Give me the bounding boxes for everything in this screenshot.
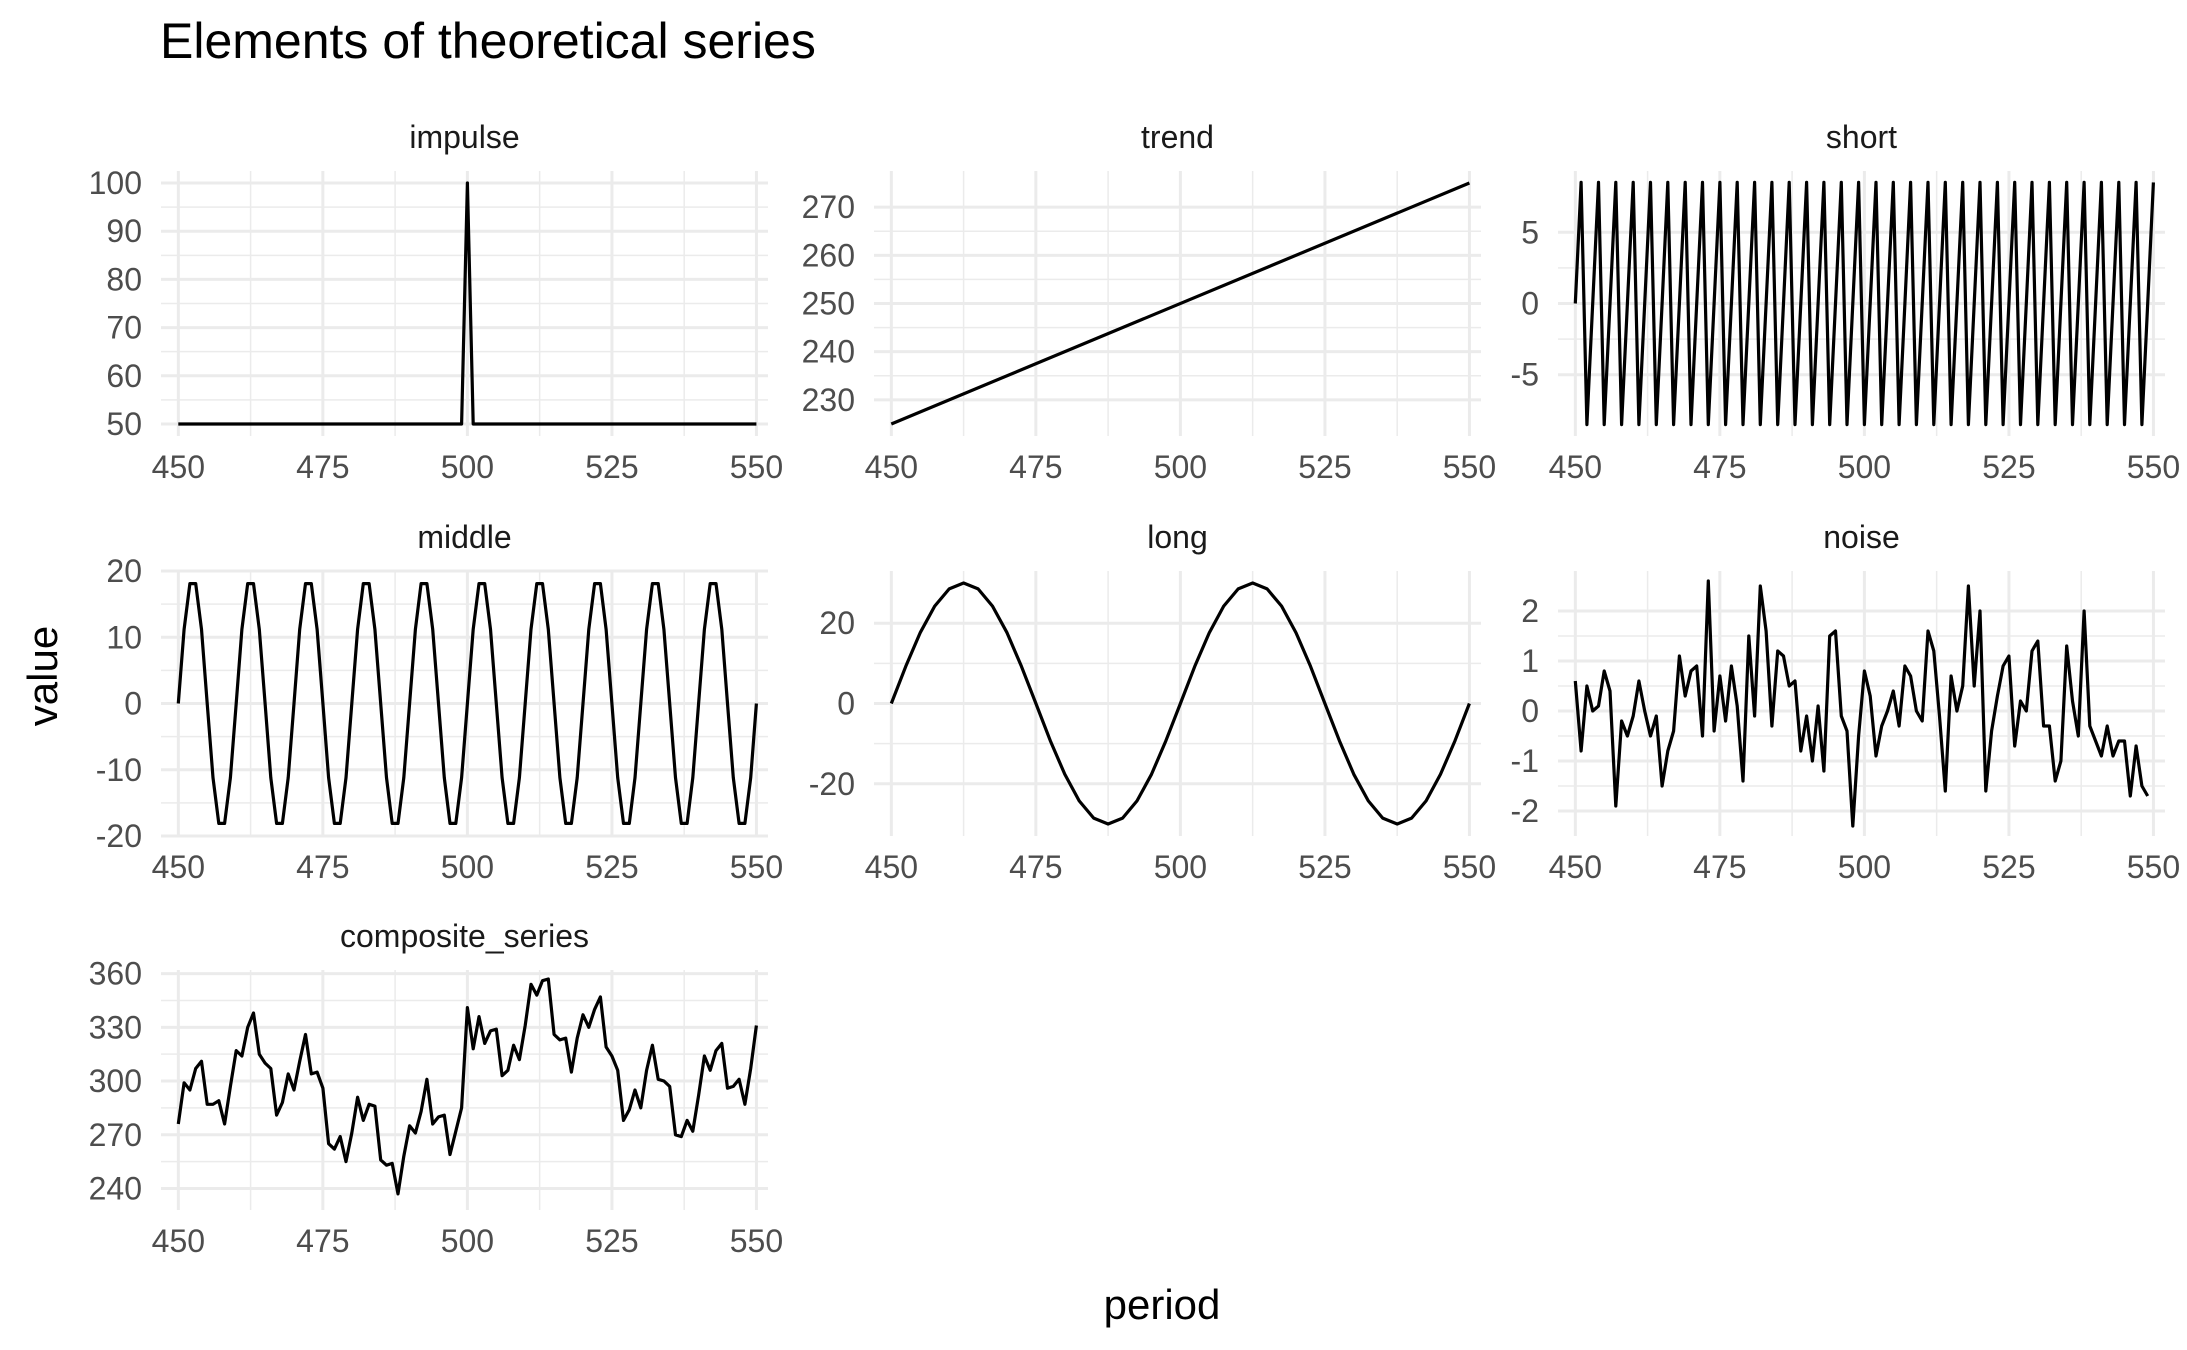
- y-tick-label: 10: [106, 619, 142, 655]
- x-tick-label: 450: [152, 1223, 205, 1259]
- chart-title: Elements of theoretical series: [160, 13, 816, 69]
- y-tick-label: 330: [89, 1009, 142, 1045]
- y-tick-label: -5: [1511, 357, 1539, 393]
- series-line-noise: [1573, 579, 2150, 828]
- x-tick-label: 550: [2127, 849, 2180, 885]
- x-tick-label: 550: [730, 849, 783, 885]
- y-tick-label: 0: [124, 686, 142, 722]
- panel-long: long -20 0 20 450 475 500 525 550: [809, 519, 1496, 885]
- y-tick-label: 360: [89, 956, 142, 992]
- x-tick-label: 475: [296, 449, 349, 485]
- series-line-composite_series: [176, 977, 758, 1196]
- panel-title: trend: [1141, 119, 1214, 155]
- y-tick-label: 260: [802, 237, 855, 273]
- x-tick-label: 500: [441, 1223, 494, 1259]
- x-tick-label: 525: [1298, 849, 1351, 885]
- series-line-trend: [890, 181, 1471, 426]
- y-tick-label: 20: [819, 605, 855, 641]
- x-tick-label: 550: [730, 1223, 783, 1259]
- series-line-middle: [176, 582, 758, 825]
- panel-impulse: impulse 50 60 70 80 90 100 450 475 500 525 550: [89, 119, 784, 485]
- x-tick-label: 450: [1549, 449, 1602, 485]
- y-tick-label: -2: [1511, 793, 1539, 829]
- x-tick-label: 525: [585, 849, 638, 885]
- x-tick-label: 450: [865, 449, 918, 485]
- series-line-short: [1573, 180, 2155, 427]
- x-tick-label: 450: [1549, 849, 1602, 885]
- y-tick-label: 250: [802, 286, 855, 322]
- panel-composite_series: composite_series 240 270 300 330 360 450 475 500…: [89, 918, 784, 1259]
- x-tick-label: 475: [1009, 849, 1062, 885]
- x-tick-label: 500: [1838, 449, 1891, 485]
- x-tick-label: 450: [865, 849, 918, 885]
- y-tick-label: -1: [1511, 743, 1539, 779]
- y-tick-label: -10: [96, 752, 142, 788]
- x-tick-label: 525: [585, 449, 638, 485]
- x-tick-label: 500: [441, 449, 494, 485]
- x-tick-label: 500: [441, 849, 494, 885]
- panel-title: short: [1826, 119, 1897, 155]
- series-line-impulse: [178, 181, 757, 426]
- y-tick-label: 300: [89, 1063, 142, 1099]
- y-tick-label: 100: [89, 165, 142, 201]
- x-tick-label: 475: [1009, 449, 1062, 485]
- x-tick-label: 500: [1838, 849, 1891, 885]
- y-tick-label: 1: [1521, 643, 1539, 679]
- x-tick-label: 550: [1443, 449, 1496, 485]
- y-tick-label: 20: [106, 553, 142, 589]
- panel-middle: middle -20 -10 0 10 20 450 475 500 525 550: [96, 519, 783, 885]
- y-tick-label: -20: [809, 766, 855, 802]
- x-tick-label: 450: [152, 449, 205, 485]
- x-tick-label: 475: [296, 849, 349, 885]
- x-tick-label: 550: [730, 449, 783, 485]
- y-tick-label: 5: [1521, 214, 1539, 250]
- y-tick-label: 70: [106, 310, 142, 346]
- panel-title: composite_series: [340, 918, 589, 954]
- y-tick-label: 0: [1521, 286, 1539, 322]
- y-tick-label: 240: [802, 334, 855, 370]
- y-tick-label: 230: [802, 382, 855, 418]
- x-tick-label: 500: [1154, 449, 1207, 485]
- y-tick-label: 50: [106, 406, 142, 442]
- x-tick-label: 475: [296, 1223, 349, 1259]
- x-tick-label: 500: [1154, 849, 1207, 885]
- panel-short: short -5 0 5 450 475 500 525 550: [1511, 119, 2181, 485]
- x-tick-label: 475: [1693, 449, 1746, 485]
- y-tick-label: -20: [96, 818, 142, 854]
- y-tick-label: 0: [837, 686, 855, 722]
- panel-title: impulse: [409, 119, 519, 155]
- x-tick-label: 550: [1443, 849, 1496, 885]
- panel-title: long: [1147, 519, 1208, 555]
- y-axis-label: value: [19, 626, 66, 726]
- y-tick-label: 80: [106, 261, 142, 297]
- x-tick-label: 525: [1982, 849, 2035, 885]
- x-tick-label: 550: [2127, 449, 2180, 485]
- series-line-long: [889, 581, 1471, 826]
- x-tick-label: 525: [585, 1223, 638, 1259]
- y-tick-label: 0: [1521, 693, 1539, 729]
- panel-noise: noise -2 -1 0 1 2 450 475 500 525 550: [1511, 519, 2181, 885]
- y-tick-label: 270: [89, 1117, 142, 1153]
- panel-title: middle: [417, 519, 511, 555]
- panel-title: noise: [1823, 519, 1900, 555]
- x-tick-label: 450: [152, 849, 205, 885]
- panel-trend: trend 230 240 250 260 270 450 475 500 525 550: [802, 119, 1497, 485]
- x-tick-label: 475: [1693, 849, 1746, 885]
- y-tick-label: 240: [89, 1171, 142, 1207]
- y-tick-label: 2: [1521, 593, 1539, 629]
- y-tick-label: 90: [106, 213, 142, 249]
- y-tick-label: 60: [106, 358, 142, 394]
- x-axis-label: period: [1104, 1281, 1221, 1328]
- x-tick-label: 525: [1298, 449, 1351, 485]
- x-tick-label: 525: [1982, 449, 2035, 485]
- y-tick-label: 270: [802, 189, 855, 225]
